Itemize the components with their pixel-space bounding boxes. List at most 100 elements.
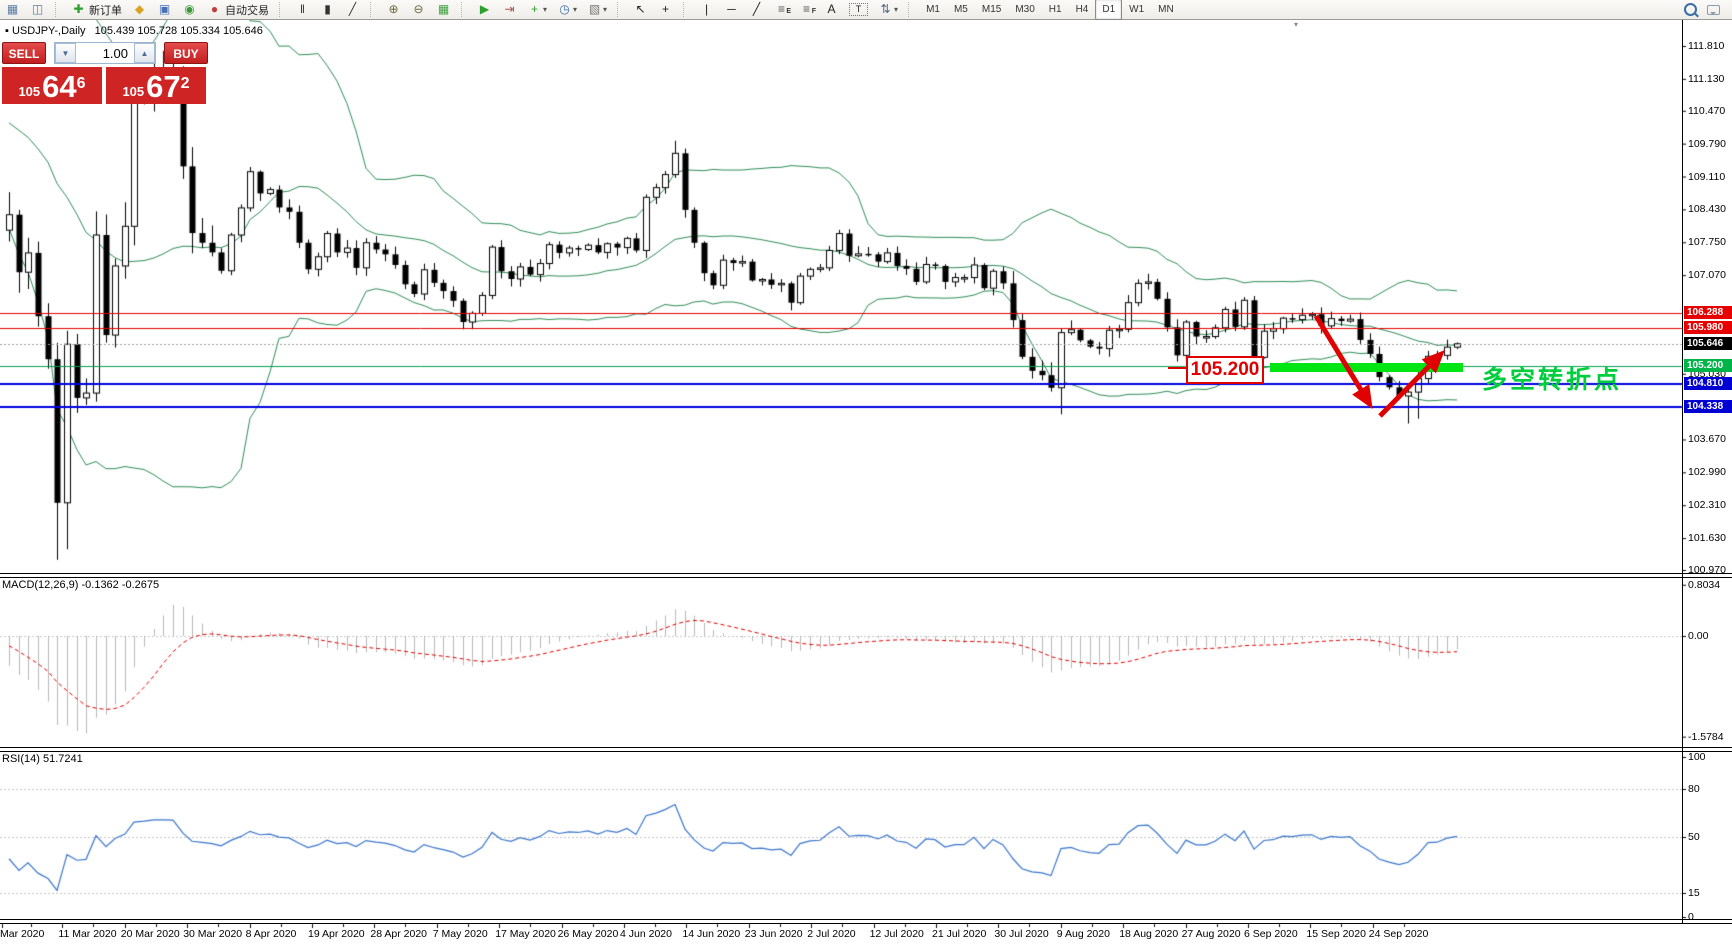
timeframe-h1[interactable]: H1	[1048, 4, 1062, 15]
templates-icon[interactable]: ▧ ▾	[583, 0, 611, 19]
price-tick-label: 102.310	[1688, 499, 1726, 512]
auto-scroll-icon[interactable]: ▶	[473, 0, 496, 19]
templates-icon-glyph: ▧	[588, 2, 601, 16]
timeframe-m1[interactable]: M1	[926, 4, 940, 15]
vertical-line-icon[interactable]: |	[695, 0, 718, 19]
buy-price-display[interactable]: 105 67 2	[106, 67, 206, 104]
toolbar: ▦ ◫ ✚ 新订单 ◆ ▣ ◉ ● 自动交易 ‖ ▮ ╱ ⊕ ⊖ ▦ ▶ ⇥ + ▾ ◷ ▾ ▧ ▾ ↖ + | ─ ╱ ≡ E ≡ F A T ⇅…	[0, 0, 1732, 20]
price-tick-label: 101.630	[1688, 532, 1726, 545]
timeframe-w1[interactable]: W1	[1129, 4, 1145, 15]
date-tick-label: 14 Jun 2020	[682, 928, 741, 940]
chart-shift-icon[interactable]: ⇥	[498, 0, 521, 19]
rsi-tick-label: 100	[1688, 751, 1706, 763]
new-order-button[interactable]: ✚ 新订单	[67, 0, 126, 19]
indicators-icon-dropdown[interactable]: ▾	[543, 5, 548, 14]
line-chart-mode-icon[interactable]: ╱	[341, 0, 364, 19]
horizontal-line-icon[interactable]: ─	[720, 0, 743, 19]
metaeditor-icon[interactable]: ◆	[128, 0, 151, 19]
arrows-tool-icon-glyph: ⇅	[880, 2, 891, 16]
chat-icon[interactable]	[1703, 0, 1724, 19]
text-label-icon[interactable]: T	[845, 0, 872, 19]
rsi-label: RSI(14) 51.7241	[2, 753, 83, 765]
rsi-tick-label: 15	[1688, 887, 1700, 899]
periods-icon[interactable]: ◷ ▾	[553, 0, 581, 19]
search-icon-glyph	[1684, 3, 1697, 16]
fibonacci-icon[interactable]: ≡ F	[795, 0, 818, 19]
date-tick-label: 26 May 2020	[557, 928, 619, 940]
autotrading-button-label: 自动交易	[225, 4, 269, 17]
timeframe-d1[interactable]: D1	[1095, 0, 1123, 20]
terminal-icon[interactable]: ▣	[153, 0, 176, 19]
equidistant-channel-icon[interactable]: ≡ E	[770, 0, 793, 19]
timeframe-m15[interactable]: M15	[981, 4, 1002, 15]
timeframe-m5[interactable]: M5	[953, 4, 968, 15]
periods-icon-dropdown[interactable]: ▾	[573, 5, 578, 14]
macd-axis[interactable]: 0.8034 0.00 -1.5784	[1682, 578, 1732, 747]
timeframe-h4[interactable]: H4	[1075, 4, 1089, 15]
pane-separator	[0, 577, 1732, 578]
search-icon[interactable]	[1680, 0, 1701, 19]
cursor-icon[interactable]: ↖	[629, 0, 652, 19]
date-tick-label: 30 Jul 2020	[994, 928, 1049, 940]
zoom-in-icon[interactable]: ⊕	[382, 0, 405, 19]
strategy-tester-icon[interactable]: ◉	[178, 0, 201, 19]
text-icon[interactable]: A	[820, 0, 843, 19]
pane-separator[interactable]	[0, 747, 1732, 748]
candlestick-mode-icon[interactable]: ▮	[316, 0, 339, 19]
chart-title: ▪ USDJPY-,Daily 105.439 105.728 105.334 …	[5, 25, 263, 37]
volume-input[interactable]	[76, 43, 134, 63]
price-line-label: 104.338	[1684, 400, 1732, 414]
sell-price-display[interactable]: 105 64 6	[2, 67, 102, 104]
rsi-axis[interactable]: 100 80 50 15 0	[1682, 751, 1732, 923]
autotrading-button[interactable]: ● 自动交易	[203, 0, 273, 19]
rsi-tick-label: 80	[1688, 783, 1700, 795]
pane-separator	[0, 919, 1732, 920]
trendline-icon[interactable]: ╱	[745, 0, 768, 19]
zoom-out-icon[interactable]: ⊖	[407, 0, 430, 19]
timeframe-mn[interactable]: MN	[1158, 4, 1174, 15]
toolbar-separator	[279, 2, 287, 17]
auto-scroll-icon-glyph: ▶	[479, 2, 490, 16]
volume-increase-button[interactable]: ▲	[134, 43, 155, 63]
profiles-icon[interactable]: ◫	[26, 0, 49, 19]
turning-point-text[interactable]: 多空转折点	[1482, 366, 1623, 394]
price-line-label: 105.646	[1684, 336, 1732, 350]
indicators-icon[interactable]: + ▾	[523, 0, 551, 19]
date-tick-label: 30 Mar 2020	[183, 928, 243, 940]
price-line-label: 105.980	[1684, 320, 1732, 334]
price-chart-canvas[interactable]	[0, 20, 1732, 944]
templates-icon-dropdown[interactable]: ▾	[603, 5, 608, 14]
profiles-icon-glyph: ◫	[31, 2, 44, 16]
bar-chart-mode-icon-glyph: ‖	[300, 2, 305, 16]
timeframe-m30[interactable]: M30	[1015, 4, 1035, 15]
price-axis[interactable]: 111.810 111.130 110.470 109.790 109.110 108.4…	[1682, 20, 1732, 576]
price-tick-label: 110.470	[1688, 104, 1726, 117]
buy-price-handle: 105	[122, 84, 145, 99]
pane-separator	[0, 923, 1732, 924]
pane-separator[interactable]	[0, 573, 1732, 574]
toolbar-separator	[617, 2, 625, 17]
date-tick-label: Mar 2020	[0, 928, 45, 940]
arrows-tool-icon-dropdown[interactable]: ▾	[894, 5, 899, 14]
arrows-tool-icon[interactable]: ⇅ ▾	[874, 0, 902, 19]
bar-chart-mode-icon[interactable]: ‖	[291, 0, 314, 19]
new-order-button-glyph: ✚	[73, 2, 84, 16]
tile-windows-icon[interactable]: ▦	[432, 0, 455, 19]
new-chart-icon[interactable]: ▦	[1, 0, 24, 19]
chart-shift-icon-glyph: ⇥	[504, 2, 515, 16]
cursor-icon-glyph: ↖	[635, 2, 646, 16]
green-support-bar[interactable]	[1270, 363, 1463, 372]
buy-button[interactable]: BUY	[164, 42, 208, 64]
volume-decrease-button[interactable]: ▼	[55, 43, 76, 63]
price-axis-line	[1682, 20, 1683, 923]
level-price-label[interactable]: 105.200	[1186, 356, 1264, 384]
date-tick-label: 20 Mar 2020	[120, 928, 180, 940]
toolbar-separator	[683, 2, 691, 17]
sell-button[interactable]: SELL	[2, 42, 46, 64]
terminal-icon-glyph: ▣	[158, 2, 171, 16]
date-axis[interactable]: Mar 2020 11 Mar 2020 20 Mar 2020 30 Mar 202…	[0, 924, 1732, 944]
pane-separator	[0, 751, 1732, 752]
crosshair-icon[interactable]: +	[654, 0, 677, 19]
sell-price-main: 64	[42, 69, 77, 104]
date-tick-label: 7 May 2020	[432, 928, 488, 940]
